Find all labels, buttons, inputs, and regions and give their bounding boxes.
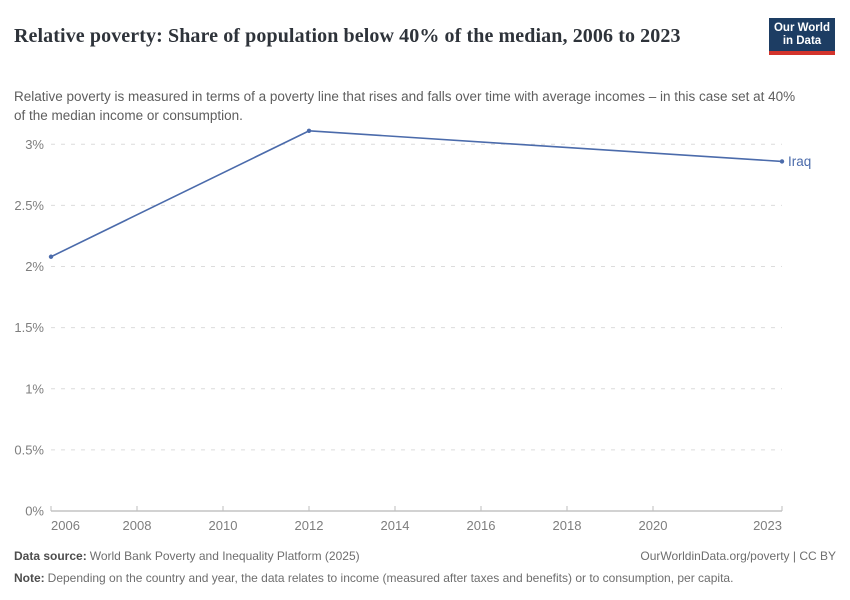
data-source-value: World Bank Poverty and Inequality Platfo… (89, 549, 360, 563)
chart-footer: Data source: World Bank Poverty and Inequ… (14, 548, 836, 586)
note-line: Note: Depending on the country and year, … (14, 570, 836, 586)
x-axis-tick-label: 2014 (381, 518, 410, 533)
license-link[interactable]: OurWorldinData.org/poverty | CC BY (640, 549, 836, 563)
y-axis-tick-label: 0.5% (14, 442, 44, 457)
data-source-label: Data source: (14, 549, 87, 563)
x-axis-tick-label: 2023 (753, 518, 782, 533)
x-axis-tick-label: 2018 (553, 518, 582, 533)
x-axis-tick-label: 2016 (467, 518, 496, 533)
data-point[interactable] (48, 254, 54, 259)
logo-text-line2: in Data (782, 35, 822, 47)
x-axis-tick-label: 2008 (123, 518, 152, 533)
data-source-line: Data source: World Bank Poverty and Inequ… (14, 548, 360, 564)
series-label-iraq[interactable]: Iraq (788, 154, 811, 169)
note-value: Depending on the country and year, the d… (47, 571, 734, 585)
y-axis-tick-label: 0% (25, 504, 44, 519)
logo-text-line1: Our World (773, 22, 830, 34)
chart-title: Relative poverty: Share of population be… (14, 25, 681, 48)
y-axis-tick-label: 2.5% (14, 198, 44, 213)
note-label: Note: (14, 571, 45, 585)
chart-subtitle: Relative poverty is measured in terms of… (14, 88, 796, 123)
x-axis-tick-label: 2006 (51, 518, 80, 533)
data-point[interactable] (779, 159, 785, 164)
series-line-iraq[interactable] (50, 130, 783, 258)
data-point[interactable] (306, 128, 312, 134)
x-axis-tick-label: 2010 (209, 518, 238, 533)
owid-logo[interactable]: Our World in Data (769, 18, 835, 55)
y-axis-tick-label: 3% (25, 137, 44, 152)
y-axis-tick-label: 2% (25, 259, 44, 274)
x-axis-tick-label: 2012 (295, 518, 324, 533)
y-axis-tick-label: 1% (25, 381, 44, 396)
x-axis-tick-label: 2020 (639, 518, 668, 533)
y-axis-tick-label: 1.5% (14, 320, 44, 335)
